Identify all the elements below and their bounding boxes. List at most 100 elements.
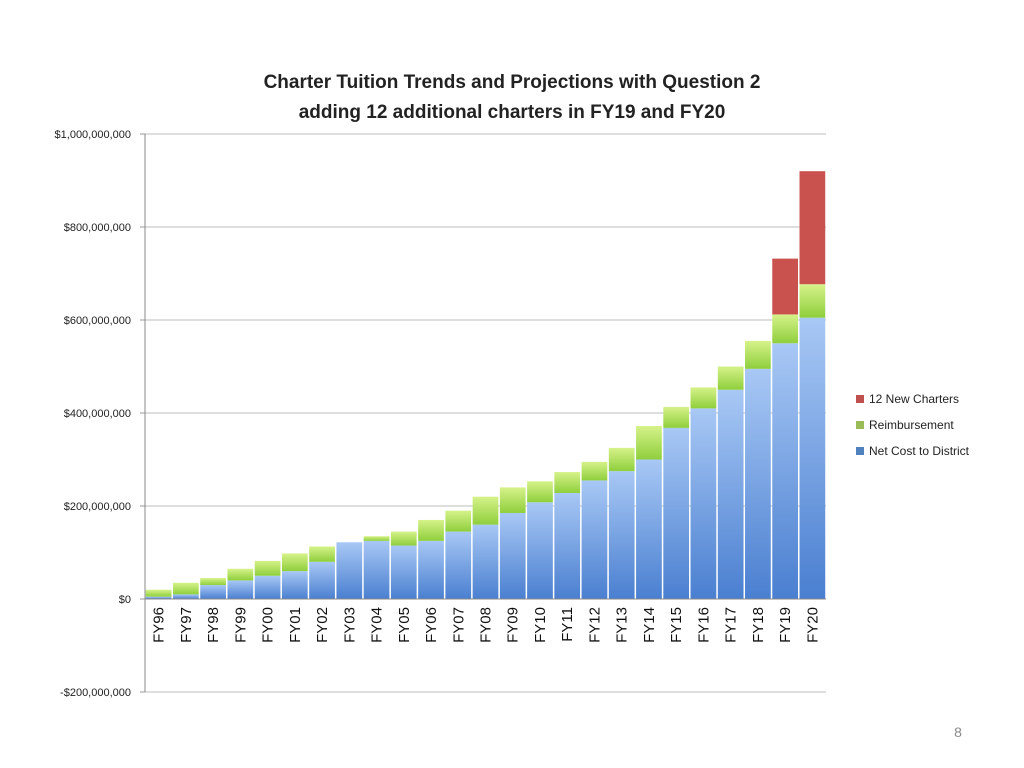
bar-net-cost-fy05 [390,545,417,599]
bar-reimbursement-fy12 [581,461,608,481]
y-tick-label: $1,000,000,000 [55,129,131,141]
bar-reimbursement-fy20 [799,284,826,318]
bar-net-cost-fy20 [799,317,826,599]
x-tick-label: FY10 [532,607,549,643]
y-tick-labels: -$200,000,000 $0 $200,000,000 $400,000,000 $… [55,129,131,699]
legend-item-12-new-charters: 12 New Charters [856,386,969,412]
x-tick-label: FY96 [151,607,168,643]
legend-label-net-cost: Net Cost to District [869,444,970,458]
y-tick-label: -$200,000,000 [60,687,131,699]
bar-net-cost-fy18 [745,368,771,599]
x-tick-label: FY16 [695,607,712,643]
x-tick-label: FY19 [777,607,794,643]
chart-title-line-1: Charter Tuition Trends and Projections w… [263,72,761,93]
bar-net-cost-fy97 [172,594,199,599]
bar-reimbursement-fy18 [745,340,771,369]
y-tick-label: $200,000,000 [64,501,131,513]
legend-item-reimbursement: Reimbursement [856,412,969,438]
bar-net-cost-fy15 [663,427,690,599]
bar-net-cost-fy07 [445,531,472,599]
bar-net-cost-fy02 [309,561,335,599]
y-tick-label: $600,000,000 [64,315,131,327]
bar-net-cost-fy06 [418,540,444,599]
x-tick-label: FY01 [287,607,304,643]
bar-reimbursement-fy15 [663,406,690,428]
bar-net-cost-fy03 [336,542,363,599]
x-tick-label: FY06 [423,607,440,643]
bar-reimbursement-fy04 [363,536,390,541]
bar-reimbursement-fy00 [254,560,281,576]
bar-net-cost-fy16 [690,408,717,599]
x-tick-label: FY07 [450,607,467,643]
y-tick-label: $0 [119,594,131,606]
bar-net-cost-fy08 [472,524,499,599]
legend-swatch-net-cost [856,447,864,455]
legend: 12 New Charters Reimbursement Net Cost t… [856,386,969,464]
bar-reimbursement-fy05 [390,531,417,546]
bar-reimbursement-fy16 [690,387,717,409]
bar-new-charters-fy20 [799,171,826,285]
x-tick-label: FY18 [750,607,767,643]
chart-title-line-2: adding 12 additional charters in FY19 an… [298,102,726,123]
bar-reimbursement-fy98 [200,578,226,586]
bar-net-cost-fy01 [281,571,308,599]
x-tick-label: FY09 [505,607,522,643]
bar-reimbursement-fy97 [172,582,199,595]
bar-reimbursement-fy17 [717,366,744,390]
x-tick-label: FY05 [396,607,413,643]
legend-label-reimbursement: Reimbursement [869,418,954,432]
bar-net-cost-fy11 [554,492,581,599]
bar-net-cost-fy14 [636,459,662,599]
bar-reimbursement-fy14 [636,426,662,460]
x-tick-label: FY20 [804,607,821,643]
bar-reimbursement-fy09 [499,487,526,513]
bar-net-cost-fy12 [581,480,608,599]
x-tick-label: FY02 [314,607,331,643]
bar-reimbursement-fy08 [472,496,499,525]
bar-net-cost-fy98 [200,585,226,599]
bar-net-cost-fy04 [363,540,390,599]
bar-reimbursement-fy10 [527,481,553,503]
axes [144,134,826,692]
chart-title: Charter Tuition Trends and Projections w… [200,68,824,128]
bar-reimbursement-fy06 [418,519,444,541]
x-tick-label: FY03 [341,607,358,643]
x-tick-label: FY99 [232,607,249,643]
bar-net-cost-fy13 [608,471,635,599]
x-tick-label: FY04 [369,607,386,643]
legend-swatch-reimbursement [856,421,864,429]
bar-net-cost-fy00 [254,575,281,599]
bar-net-cost-fy99 [227,580,254,599]
x-tick-labels: FY96 FY97 FY98 FY99 FY00 FY01 FY02 FY03 FY04 FY05… [151,607,822,643]
y-tick-label: $800,000,000 [64,222,131,234]
legend-label-12-new-charters: 12 New Charters [869,392,960,406]
legend-item-net-cost: Net Cost to District [856,438,969,464]
bar-new-charters-fy19 [772,258,799,315]
bar-reimbursement-fy19 [772,314,799,344]
page-number: 8 [954,724,962,740]
x-tick-label: FY15 [668,607,685,643]
x-tick-label: FY97 [178,607,195,643]
bar-reimbursement-fy96 [145,589,172,597]
x-tick-label: FY17 [723,607,740,643]
x-tick-label: FY00 [260,607,277,643]
x-tick-label: FY98 [205,607,222,643]
bar-net-cost-fy96 [145,596,172,599]
y-tick-label: $400,000,000 [64,408,131,420]
bar-net-cost-fy10 [527,502,553,599]
bar-reimbursement-fy02 [309,546,335,562]
bar-reimbursement-fy07 [445,510,472,532]
x-tick-label: FY08 [478,607,495,643]
bar-net-cost-fy17 [717,389,744,599]
x-tick-label: FY12 [586,607,603,643]
bar-reimbursement-fy11 [554,472,581,493]
bar-net-cost-fy19 [772,343,799,599]
x-tick-label: FY11 [559,607,576,642]
bars [145,171,826,599]
bar-reimbursement-fy13 [608,447,635,472]
bar-reimbursement-fy01 [281,553,308,572]
x-tick-label: FY13 [614,607,631,643]
bar-net-cost-fy09 [499,512,526,599]
bar-reimbursement-fy99 [227,568,254,581]
x-tick-label: FY14 [641,607,658,643]
